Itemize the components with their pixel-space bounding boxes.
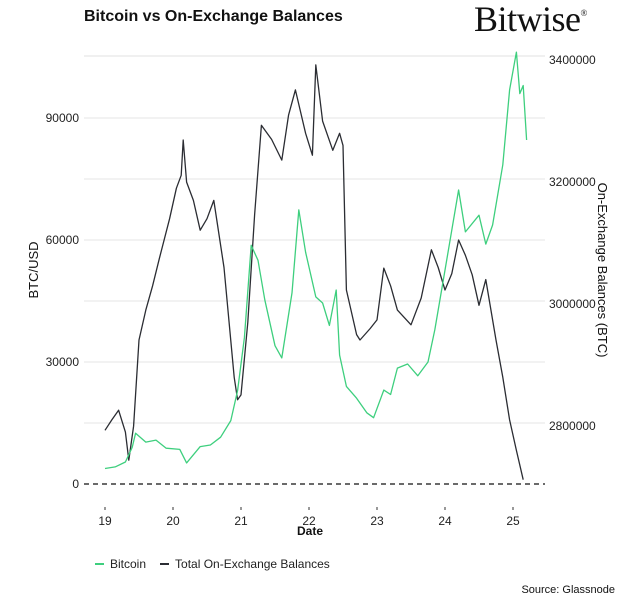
registered-mark: ® xyxy=(580,8,588,18)
right-tick-label: 2800000 xyxy=(549,419,596,433)
left-tick-label: 60000 xyxy=(46,233,80,247)
legend: Bitcoin Total On-Exchange Balances xyxy=(95,557,338,571)
x-tick-label: 19 xyxy=(98,514,112,528)
legend-label-bitcoin: Bitcoin xyxy=(110,557,147,571)
x-axis-label: Date xyxy=(297,524,323,538)
left-tick-label: 30000 xyxy=(46,355,80,369)
x-tick-label: 23 xyxy=(370,514,384,528)
legend-item-bitcoin: Bitcoin xyxy=(95,557,146,571)
x-tick-label: 21 xyxy=(234,514,248,528)
legend-swatch-bitcoin xyxy=(95,563,104,565)
right-tick-label: 3000000 xyxy=(549,297,596,311)
brand-name: Bitwise xyxy=(474,0,581,39)
left-axis-ticks: 0 30000 60000 90000 xyxy=(46,111,80,491)
legend-label-balances: Total On-Exchange Balances xyxy=(175,557,330,571)
left-tick-label: 90000 xyxy=(46,111,80,125)
right-tick-label: 3200000 xyxy=(549,175,596,189)
source-note: Source: Glassnode xyxy=(521,584,615,596)
x-tick-label: 25 xyxy=(506,514,520,528)
left-tick-label: 0 xyxy=(72,477,79,491)
x-tick-label: 22 xyxy=(302,514,316,528)
bitcoin-line xyxy=(104,51,528,470)
x-tick-label: 24 xyxy=(438,514,452,528)
legend-item-balances: Total On-Exchange Balances xyxy=(160,557,330,571)
gridlines xyxy=(84,55,545,424)
right-axis-ticks: 2800000 3000000 3200000 3400000 xyxy=(549,53,596,433)
y2-axis-label: On-Exchange Balances (BTC) xyxy=(595,183,610,358)
balances-line xyxy=(104,64,524,480)
x-axis-ticks: 19 20 21 22 23 24 25 xyxy=(98,507,520,528)
chart-title: Bitcoin vs On-Exchange Balances xyxy=(84,8,343,25)
brand-logo: Bitwise® xyxy=(474,0,587,40)
x-tick-label: 20 xyxy=(166,514,180,528)
right-tick-label: 3400000 xyxy=(549,53,596,67)
y-axis-label: BTC/USD xyxy=(26,241,41,298)
legend-swatch-balances xyxy=(160,563,170,565)
